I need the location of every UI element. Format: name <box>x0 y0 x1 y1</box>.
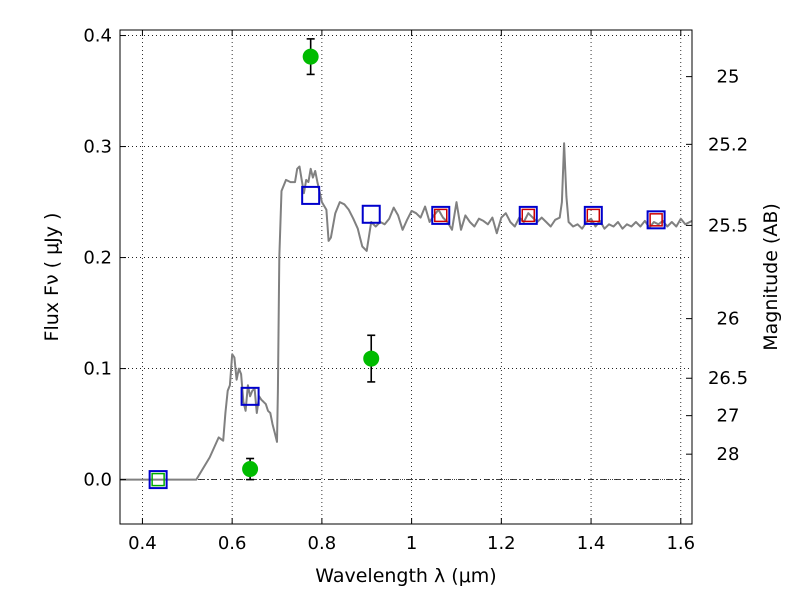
y2-tick-label: 25.2 <box>708 134 748 155</box>
x-axis-title: Wavelength λ (μm) <box>315 565 496 587</box>
y2-tick-label: 25.5 <box>708 215 748 236</box>
y-tick-label: 0.0 <box>83 470 112 491</box>
y2-tick-label: 26 <box>717 309 740 330</box>
x-tick-label: 0.8 <box>308 533 337 554</box>
y2-tick-label: 28 <box>717 444 740 465</box>
model-spectrum-line <box>120 142 693 481</box>
model-red-square <box>586 208 601 223</box>
observed-blue-square <box>431 205 451 225</box>
model-red-square <box>649 213 663 227</box>
y2-axis-title: Magnitude (AB) <box>760 203 782 351</box>
observed-blue-square <box>518 205 538 225</box>
green-data-point <box>302 48 319 65</box>
markers <box>148 38 666 490</box>
x-tick-label: 1.4 <box>577 533 606 554</box>
observed-blue-square <box>646 210 666 230</box>
observed-blue-square <box>240 386 260 406</box>
plot-frame <box>119 29 693 525</box>
y-tick-label: 0.2 <box>83 248 112 269</box>
y-tick-label: 0.3 <box>83 137 112 158</box>
x-tick-label: 1.6 <box>666 533 695 554</box>
x-tick-label: 1.2 <box>487 533 516 554</box>
green-data-point <box>363 350 380 367</box>
y-axis-title: Flux Fν ( μJy ) <box>41 213 63 342</box>
green-data-point <box>242 461 259 478</box>
x-tick-label: 1 <box>406 533 417 554</box>
tick-labels: 0.4 0.6 0.8 1 1.2 1.4 1.6 0.0 0.1 0.2 0.3 0.4 25 25.2… <box>83 26 748 554</box>
x-tick-label: 0.6 <box>218 533 247 554</box>
model-red-square <box>521 208 536 223</box>
spectrum-line <box>120 142 693 481</box>
observed-blue-square <box>301 185 321 205</box>
observed-blue-square <box>583 205 603 225</box>
ticks <box>120 30 692 524</box>
grid <box>120 30 692 524</box>
y2-tick-label: 27 <box>717 406 740 427</box>
model-green-square <box>151 472 165 487</box>
model-red-square <box>434 208 448 223</box>
y-tick-label: 0.4 <box>83 26 112 47</box>
y2-tick-label: 26.5 <box>708 368 748 389</box>
y-tick-label: 0.1 <box>83 359 112 380</box>
y2-tick-label: 25 <box>717 67 740 88</box>
observed-blue-square <box>148 470 168 490</box>
x-tick-label: 0.4 <box>128 533 157 554</box>
observed-blue-square <box>361 204 381 224</box>
